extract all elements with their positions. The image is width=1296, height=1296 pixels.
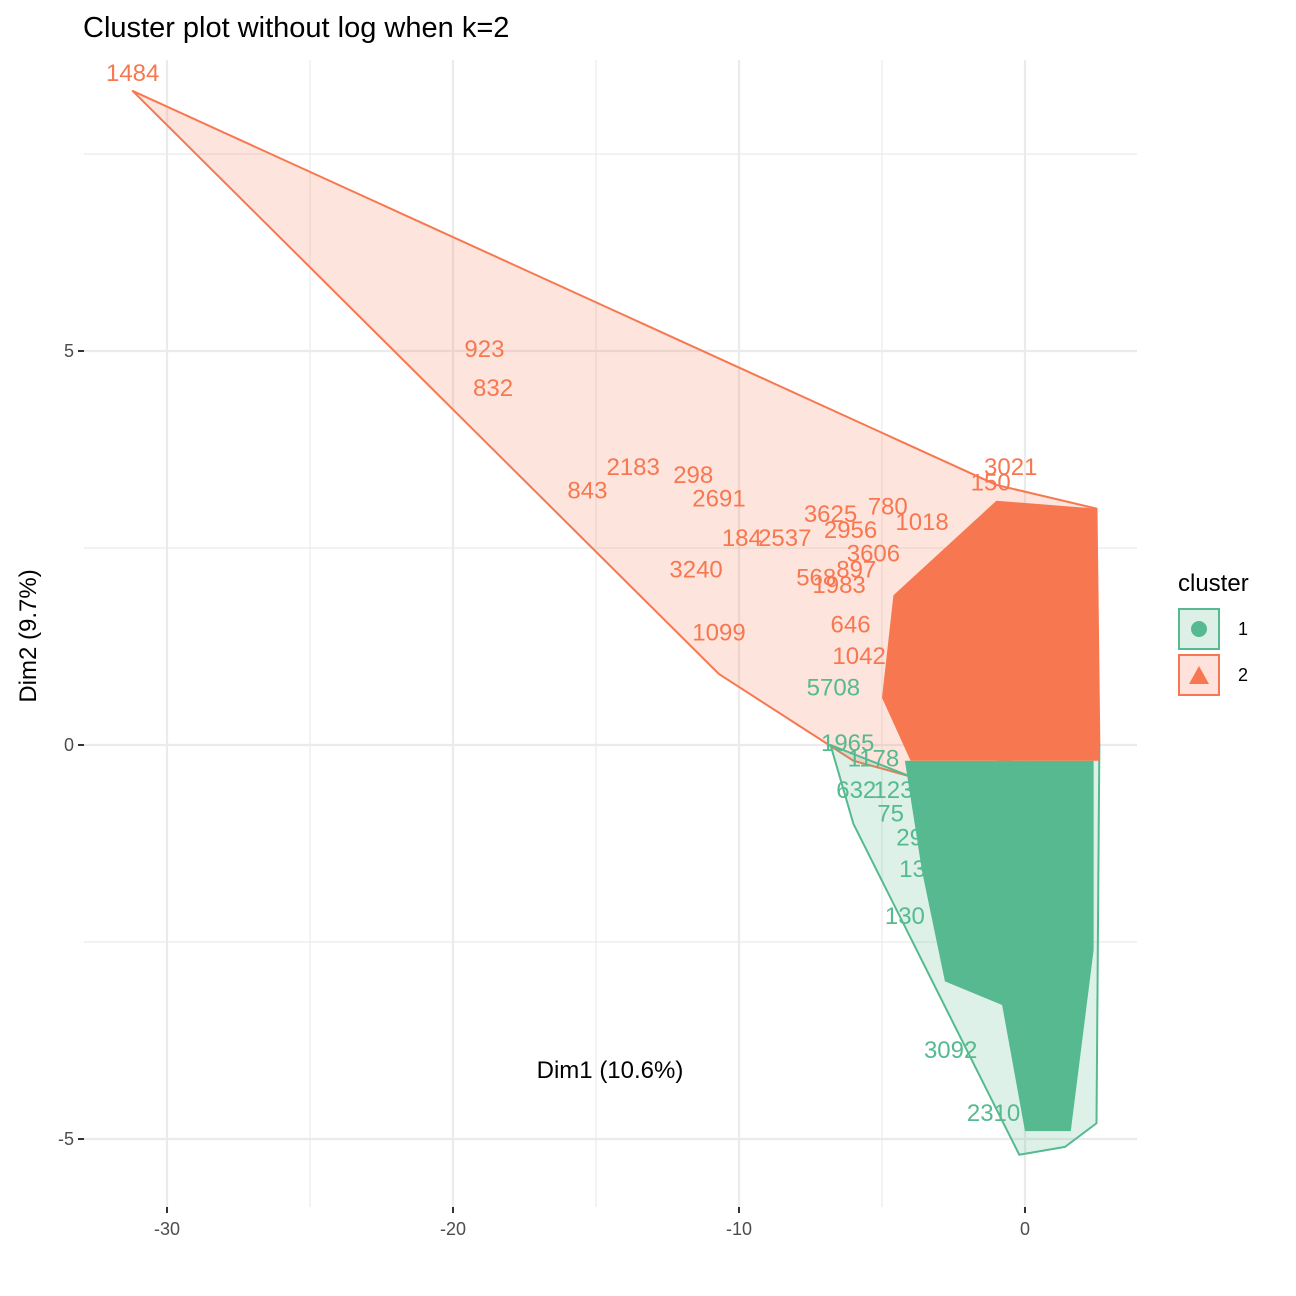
point-label: 568 bbox=[796, 564, 836, 591]
point-label: 1099 bbox=[692, 619, 745, 646]
x-tick-label: -20 bbox=[440, 1219, 466, 1239]
y-axis-title: Dim2 (9.7%) bbox=[15, 569, 42, 702]
point-label: 646 bbox=[831, 612, 871, 639]
point-label: 832 bbox=[473, 375, 513, 402]
point-label: 75 bbox=[877, 801, 904, 828]
legend-label: 2 bbox=[1238, 664, 1249, 685]
legend-key-circle-icon bbox=[1178, 608, 1220, 650]
point-label: 897 bbox=[836, 556, 876, 583]
point-label: 1042 bbox=[832, 643, 885, 670]
point-label: 3625 bbox=[804, 501, 857, 528]
point-label: 2310 bbox=[967, 1100, 1020, 1127]
point-label: 1018 bbox=[895, 509, 948, 536]
point-label: 5708 bbox=[807, 675, 860, 702]
chart-title: Cluster plot without log when k=2 bbox=[83, 12, 510, 44]
point-label: 123 bbox=[873, 777, 913, 804]
legend-label: 1 bbox=[1238, 618, 1249, 639]
dense-point-clouds bbox=[882, 500, 1100, 1132]
cluster-1-dense-cloud bbox=[904, 760, 1094, 1132]
point-label: 3092 bbox=[924, 1037, 977, 1064]
point-label: 1983 bbox=[812, 572, 865, 599]
point-label: 843 bbox=[567, 478, 607, 505]
point-label: 923 bbox=[464, 336, 504, 363]
point-label: 3240 bbox=[669, 556, 722, 583]
point-label: 1484 bbox=[106, 60, 159, 87]
y-tick-label: 0 bbox=[64, 735, 74, 755]
point-label: 132 bbox=[899, 856, 939, 883]
point-label: 1965 bbox=[821, 730, 874, 757]
point-label: 130 bbox=[885, 903, 925, 930]
legend: cluster 1 2 bbox=[1178, 570, 1249, 698]
point-label: 632 bbox=[836, 777, 876, 804]
point-label: 780 bbox=[868, 493, 908, 520]
axes: -30 -20 -10 0 -5 0 5 bbox=[58, 341, 1030, 1239]
legend-title: cluster bbox=[1178, 570, 1249, 597]
x-axis-title: Dim1 (10.6%) bbox=[537, 1057, 684, 1084]
point-label: 2956 bbox=[824, 517, 877, 544]
cluster-2-dense-cloud bbox=[882, 500, 1100, 761]
legend-key-triangle-icon bbox=[1178, 654, 1220, 696]
x-tick-label: 0 bbox=[1020, 1219, 1030, 1239]
point-label: 184 bbox=[722, 525, 762, 552]
point-label: 2691 bbox=[692, 485, 745, 512]
point-label: 3021 bbox=[984, 454, 1037, 481]
y-tick-label: 5 bbox=[64, 341, 74, 361]
point-label: 3606 bbox=[847, 541, 900, 568]
y-tick-label: -5 bbox=[58, 1129, 74, 1149]
point-label: 1178 bbox=[848, 746, 900, 773]
x-tick-label: -30 bbox=[154, 1219, 180, 1239]
point-label: 292 bbox=[896, 824, 936, 851]
point-label: 150 bbox=[971, 470, 1011, 497]
point-label: 2537 bbox=[758, 525, 811, 552]
x-tick-label: -10 bbox=[726, 1219, 752, 1239]
point-label: 2183 bbox=[606, 454, 659, 481]
legend-item-cluster-1: 1 bbox=[1178, 606, 1249, 652]
point-label: 298 bbox=[673, 462, 713, 489]
legend-item-cluster-2: 2 bbox=[1178, 652, 1249, 698]
